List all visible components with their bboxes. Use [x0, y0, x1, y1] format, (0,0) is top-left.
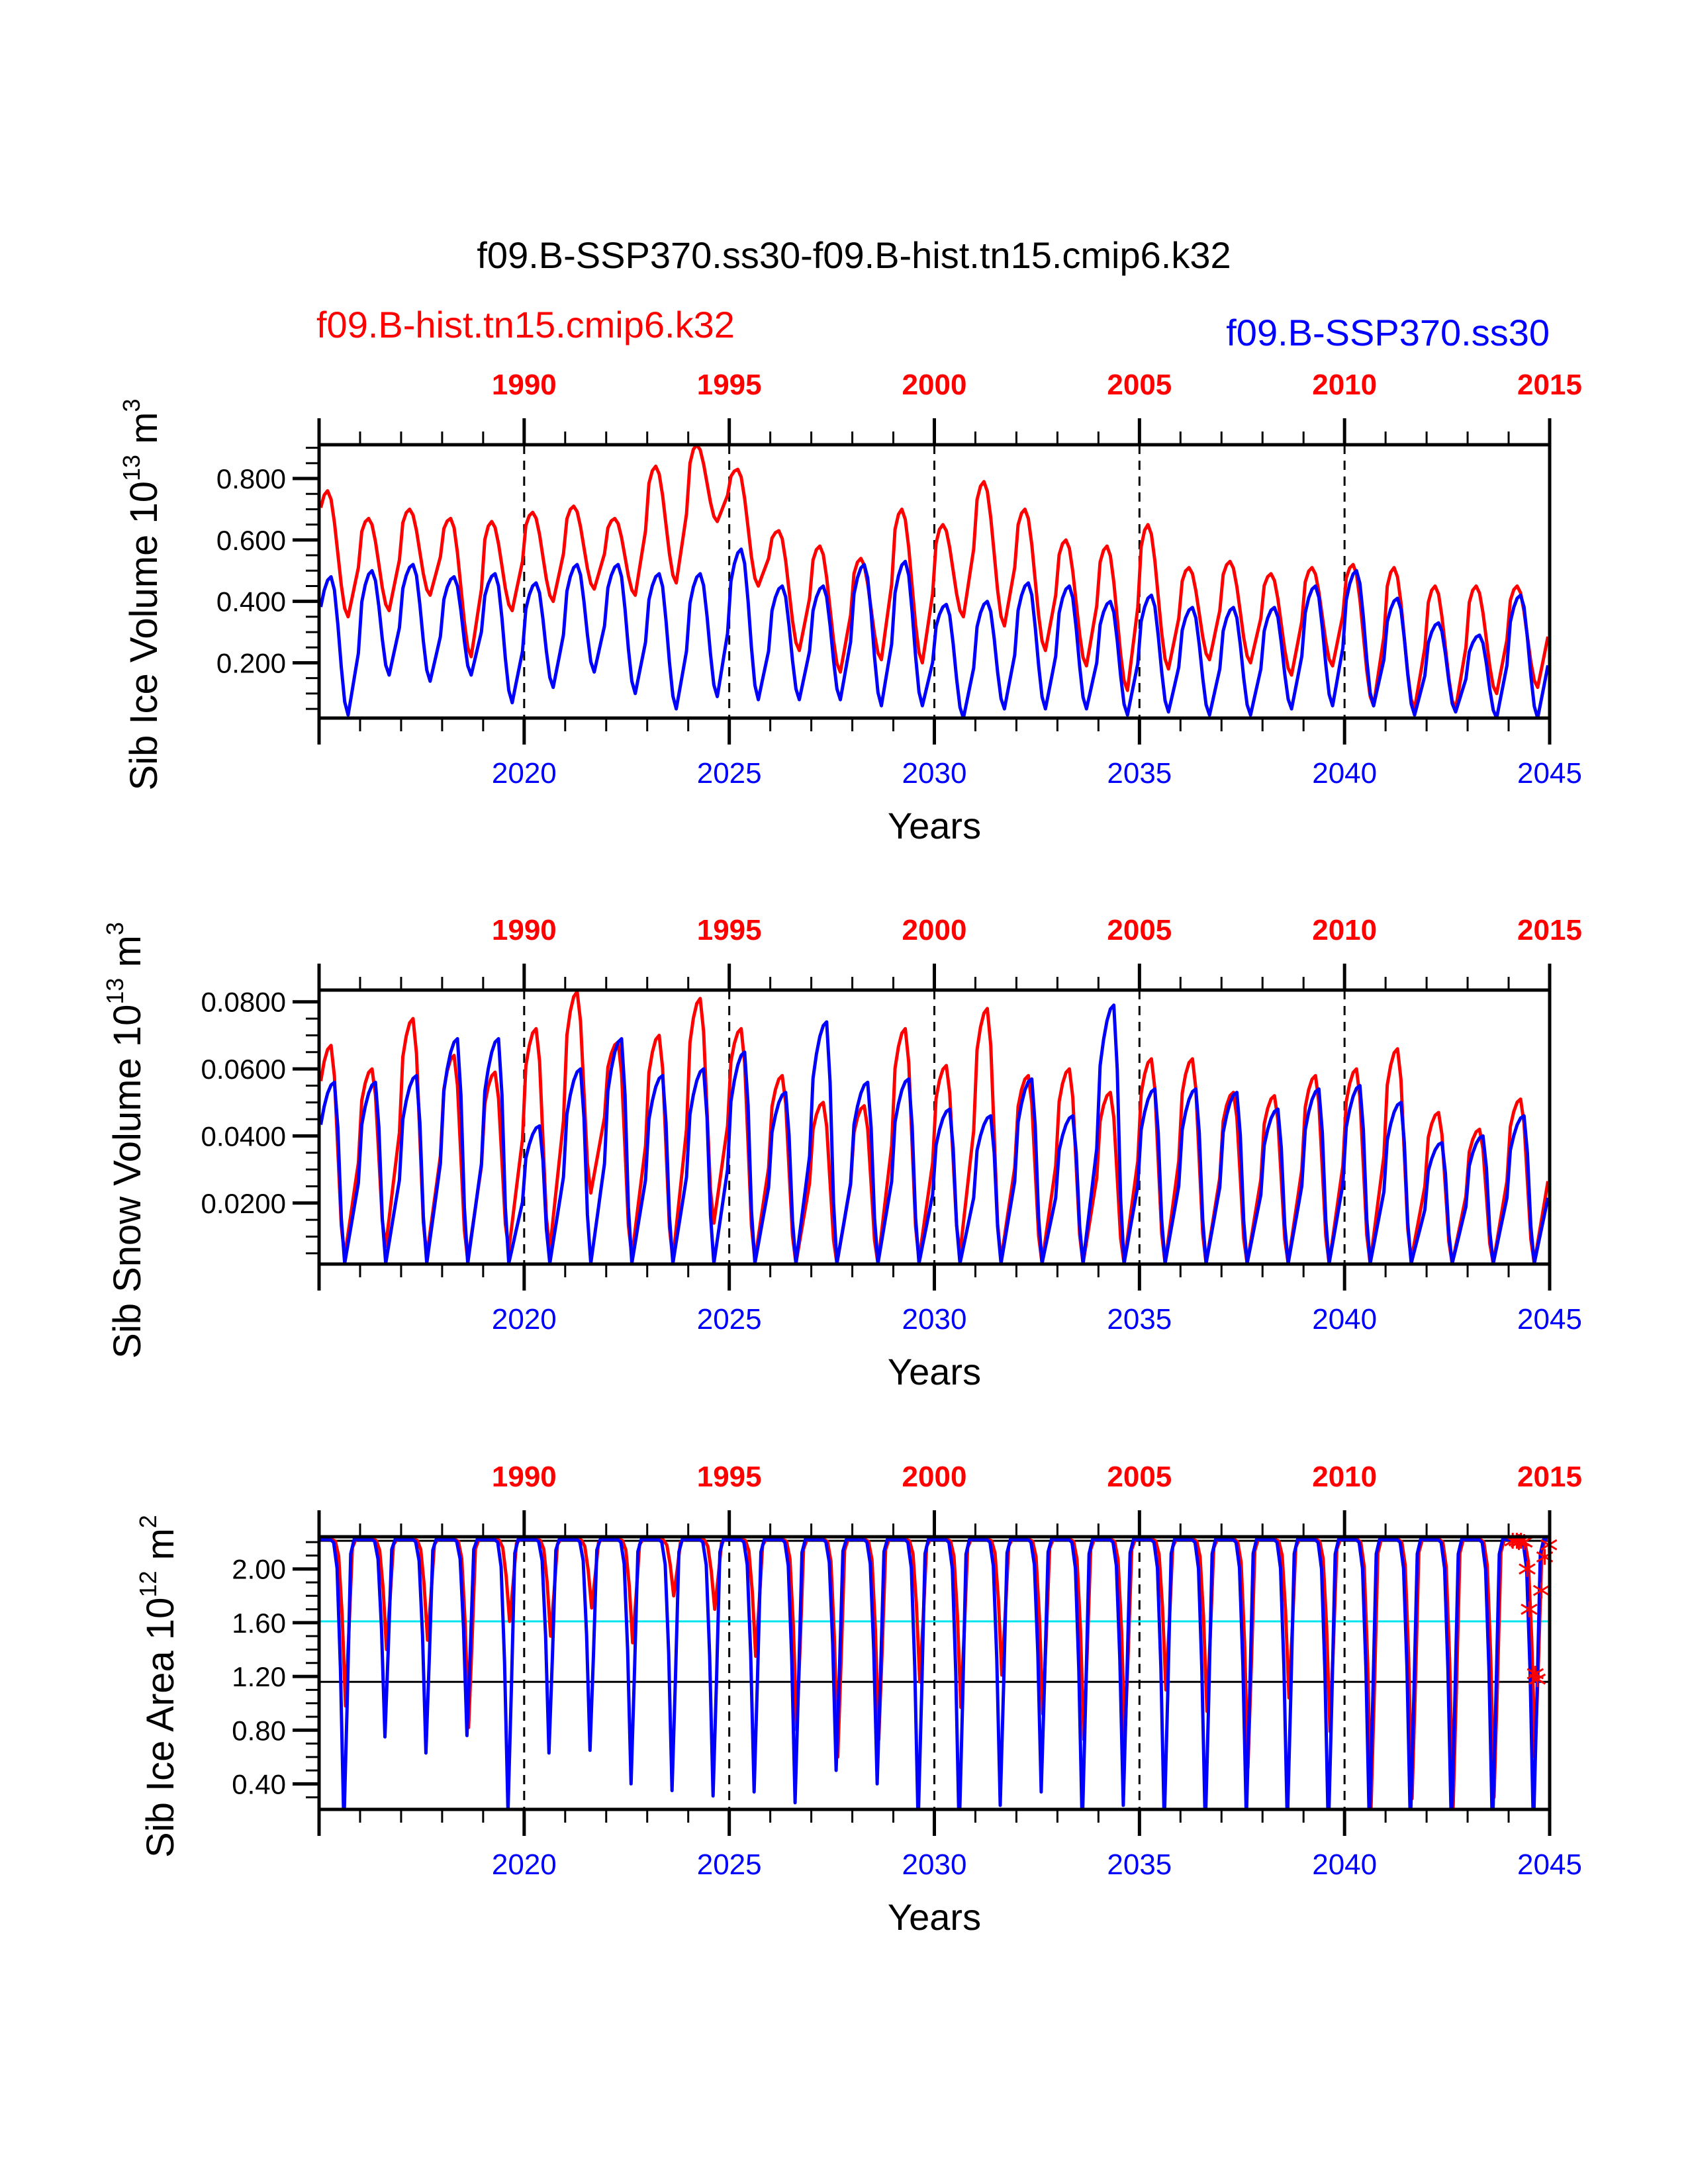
panel-ice-area: 2020 2025 2030 2035 2040 2045 Years 1990 1995 200… — [134, 1461, 1582, 1938]
asterisk-marker — [1521, 1601, 1538, 1617]
x-tick-label: 2020 — [492, 757, 557, 790]
x-tick-label: 2040 — [1312, 1848, 1377, 1881]
y-tick-label: 0.600 — [216, 525, 286, 556]
series-group — [319, 990, 1550, 1264]
x-top-tick-label: 2015 — [1517, 369, 1582, 401]
x-top-tick-label: 1995 — [697, 1461, 762, 1493]
y-label-unit: m — [122, 412, 165, 455]
y-tick-label: 1.60 — [232, 1608, 286, 1639]
y-tick-label: 0.0200 — [201, 1188, 286, 1219]
y-tick-label: 0.0800 — [201, 987, 286, 1018]
y-tick-label: 0.80 — [232, 1715, 286, 1746]
asterisk-marker — [1532, 1582, 1550, 1599]
series-group — [319, 445, 1550, 718]
x-top-tick-label: 2005 — [1107, 914, 1172, 946]
y-tick-label: 0.0600 — [201, 1054, 286, 1085]
x-top-tick-label: 2005 — [1107, 1461, 1172, 1493]
x-tick-label: 2040 — [1312, 757, 1377, 790]
x-top-tick-label: 1990 — [492, 914, 557, 946]
y-label-unit: m — [106, 935, 149, 978]
x-tick-label: 2040 — [1312, 1303, 1377, 1336]
series-line-ssp370 — [319, 1003, 1550, 1264]
y-axis-label: Sib Snow Volume 1013 m3 — [101, 922, 149, 1359]
x-top-tick-label: 2010 — [1312, 914, 1377, 946]
y-tick-label: 0.0400 — [201, 1120, 286, 1152]
x-top-tick-label: 2000 — [902, 369, 967, 401]
series-line-hist — [319, 445, 1550, 711]
y-tick-label: 0.200 — [216, 647, 286, 678]
y-axis-label: Sib Ice Area 1012 m2 — [134, 1515, 182, 1858]
x-top-tick-label: 1990 — [492, 369, 557, 401]
x-top-tick-label: 1995 — [697, 369, 762, 401]
x-tick-label: 2045 — [1517, 1848, 1582, 1881]
x-top-tick-label: 2015 — [1517, 1461, 1582, 1493]
legend-label-hist: f09.B-hist.tn15.cmip6.k32 — [316, 304, 735, 345]
y-label-exponent: 12 — [134, 1571, 162, 1598]
asterisk-marker — [1519, 1561, 1536, 1577]
x-top-tick-label: 1990 — [492, 1461, 557, 1493]
x-top-tick-label: 2000 — [902, 1461, 967, 1493]
legend-label-ssp: f09.B-SSP370.ss30 — [1226, 312, 1550, 353]
series-line-ssp370 — [320, 1537, 1548, 1809]
x-tick-label: 2020 — [492, 1303, 557, 1336]
panel-snow-volume: 2020 2025 2030 2035 2040 2045 Years 1990 1995 200… — [101, 914, 1582, 1392]
x-tick-label: 2025 — [697, 757, 762, 790]
y-tick-label: 2.00 — [232, 1554, 286, 1585]
y-tick-label: 0.400 — [216, 586, 286, 617]
x-tick-label: 2035 — [1107, 757, 1172, 790]
y-label-unit: m — [139, 1528, 182, 1570]
series-line-ssp370 — [319, 547, 1550, 718]
y-label-unit-exponent: 2 — [134, 1515, 162, 1528]
x-tick-label: 2025 — [697, 1848, 762, 1881]
x-axis-label: Years — [888, 1896, 981, 1938]
x-tick-label: 2035 — [1107, 1303, 1172, 1336]
x-top-tick-label: 2010 — [1312, 1461, 1377, 1493]
y-label-text: Sib Snow Volume 10 — [106, 1005, 149, 1359]
asterisk-marker — [1528, 1671, 1546, 1688]
series-group — [320, 1537, 1549, 1809]
y-tick-label: 0.800 — [216, 463, 286, 494]
x-tick-label: 2020 — [492, 1848, 557, 1881]
y-label-unit-exponent: 3 — [118, 398, 145, 412]
y-label-exponent: 13 — [101, 978, 128, 1005]
x-top-tick-label: 2005 — [1107, 369, 1172, 401]
x-top-tick-label: 2000 — [902, 914, 967, 946]
y-tick-label: 1.20 — [232, 1661, 286, 1692]
x-tick-label: 2025 — [697, 1303, 762, 1336]
y-label-text: Sib Ice Volume 10 — [122, 481, 165, 791]
x-tick-label: 2045 — [1517, 757, 1582, 790]
x-axis-label: Years — [888, 1351, 981, 1392]
y-label-unit-exponent: 3 — [101, 922, 128, 935]
x-tick-label: 2045 — [1517, 1303, 1582, 1336]
y-tick-label: 0.40 — [232, 1768, 286, 1799]
x-tick-label: 2035 — [1107, 1848, 1172, 1881]
x-tick-label: 2030 — [902, 1303, 967, 1336]
x-tick-label: 2030 — [902, 757, 967, 790]
y-axis-label: Sib Ice Volume 1013 m3 — [118, 398, 165, 790]
chart-title: f09.B-SSP370.ss30-f09.B-hist.tn15.cmip6.… — [477, 234, 1231, 276]
x-top-tick-label: 2010 — [1312, 369, 1377, 401]
x-axis-label: Years — [888, 805, 981, 846]
y-label-text: Sib Ice Area 10 — [139, 1598, 182, 1858]
panel-ice-volume: 2020 2025 2030 2035 2040 2045 Years 1990 1995 200… — [118, 369, 1582, 846]
x-top-tick-label: 2015 — [1517, 914, 1582, 946]
x-top-tick-label: 1995 — [697, 914, 762, 946]
y-label-exponent: 13 — [118, 455, 145, 481]
x-tick-label: 2030 — [902, 1848, 967, 1881]
